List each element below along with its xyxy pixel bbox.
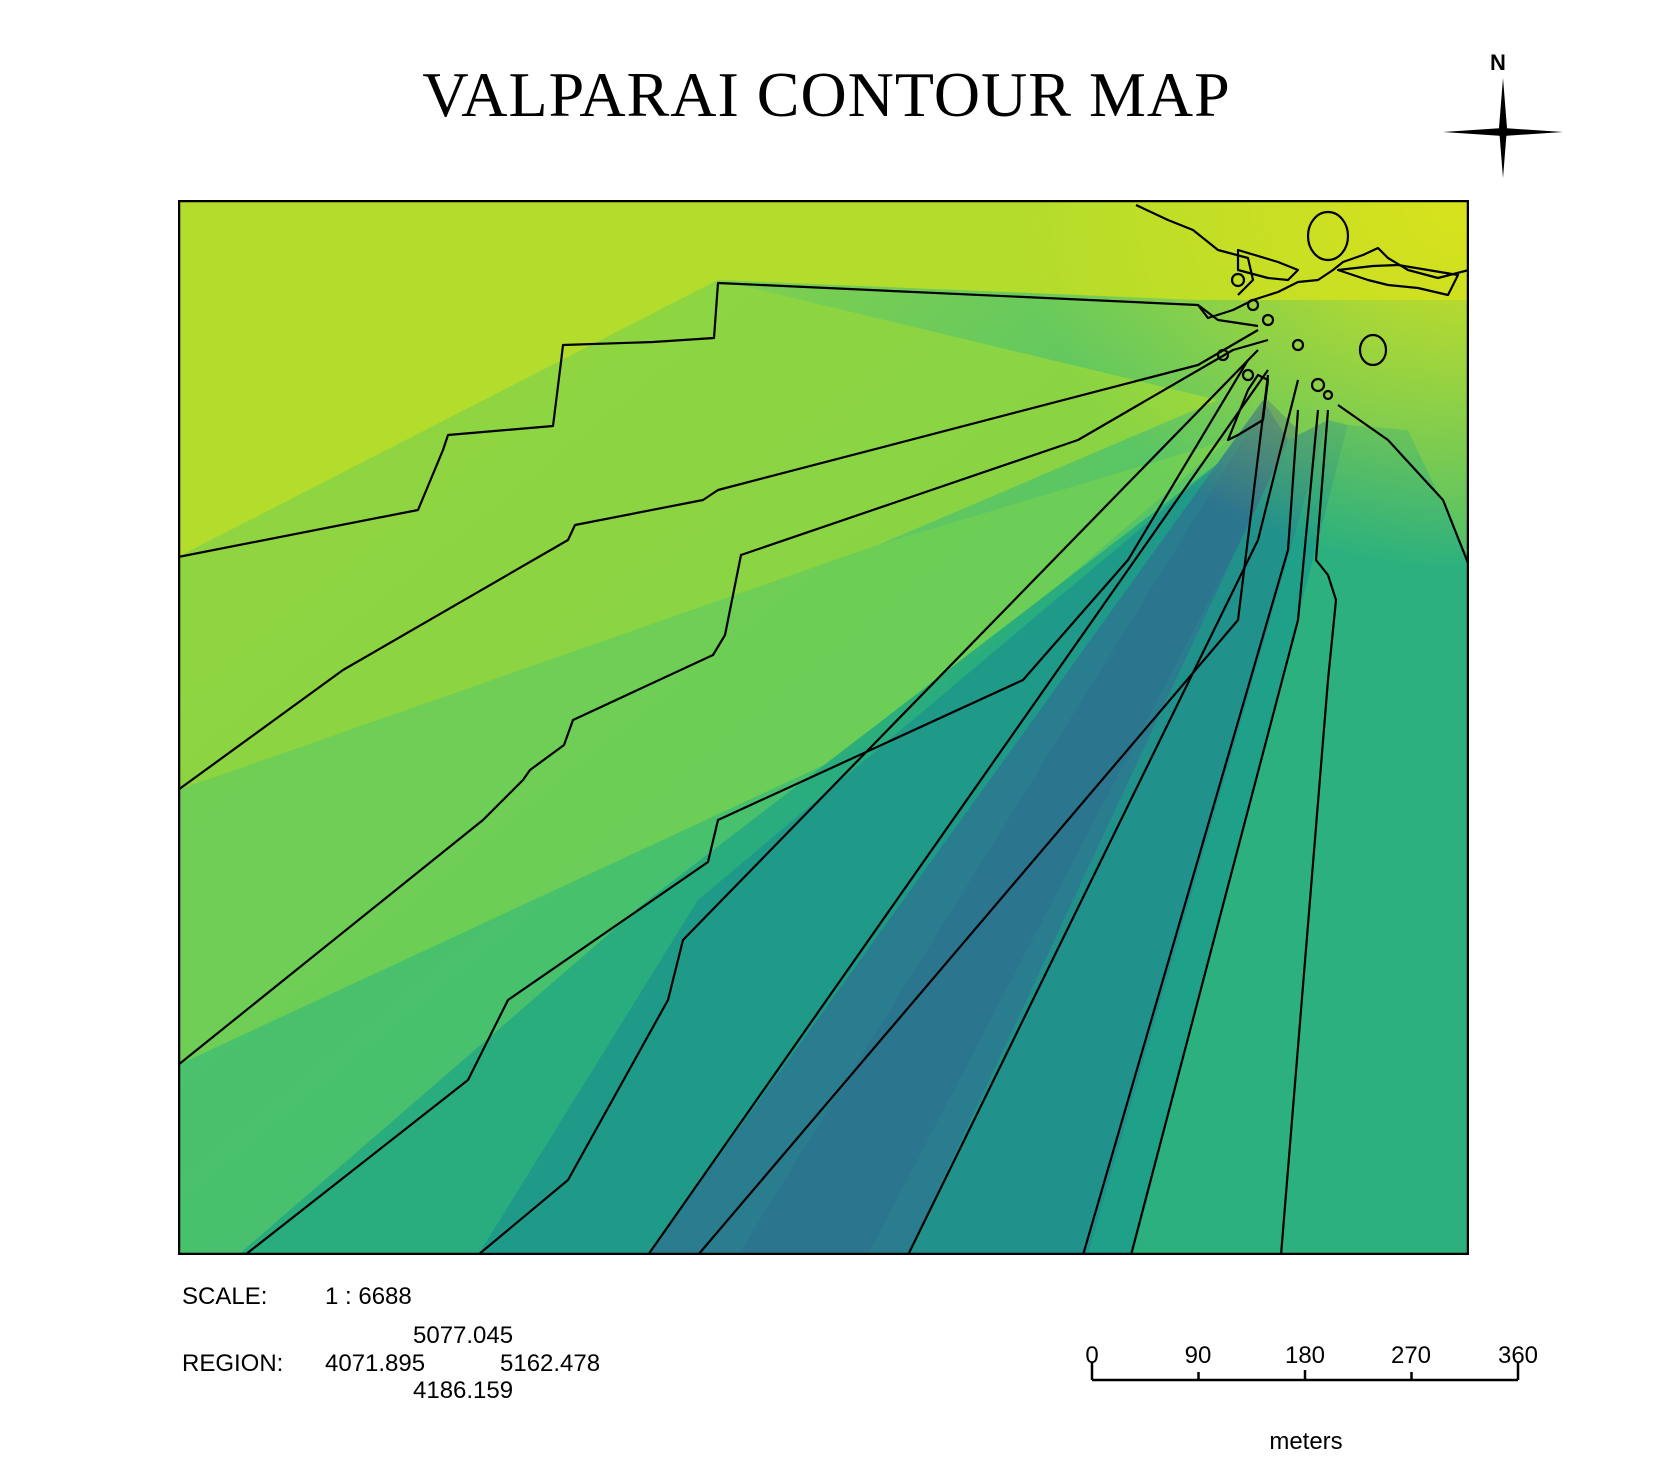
- scale-tick-90: 90: [1184, 1342, 1212, 1369]
- map-title: VALPARAI CONTOUR MAP: [422, 59, 1231, 130]
- scale-value: 1 : 6688: [325, 1283, 412, 1310]
- elevation-bands: [178, 200, 1469, 1255]
- map-frame: [178, 200, 1469, 1255]
- scale-tick-180: 180: [1284, 1342, 1326, 1369]
- scale-bar: [1090, 1362, 1520, 1382]
- north-arrow-icon: [1443, 78, 1563, 178]
- north-label: N: [1490, 50, 1506, 75]
- scale-units: meters: [1269, 1428, 1343, 1455]
- summit-contours: [1135, 204, 1460, 442]
- scale-tick-270: 270: [1390, 1342, 1432, 1369]
- contour-map[interactable]: [178, 200, 1469, 1255]
- scale-label: SCALE:: [182, 1283, 268, 1310]
- scale-tick-0: 0: [1085, 1342, 1099, 1369]
- contour-lines: [178, 246, 1469, 1255]
- region-east: 5162.478: [500, 1350, 601, 1377]
- region-west: 4071.895: [325, 1350, 426, 1377]
- region-south: 4186.159: [413, 1377, 514, 1404]
- region-label: REGION:: [182, 1350, 284, 1377]
- scale-tick-360: 360: [1497, 1342, 1539, 1369]
- region-north: 5077.045: [413, 1322, 514, 1349]
